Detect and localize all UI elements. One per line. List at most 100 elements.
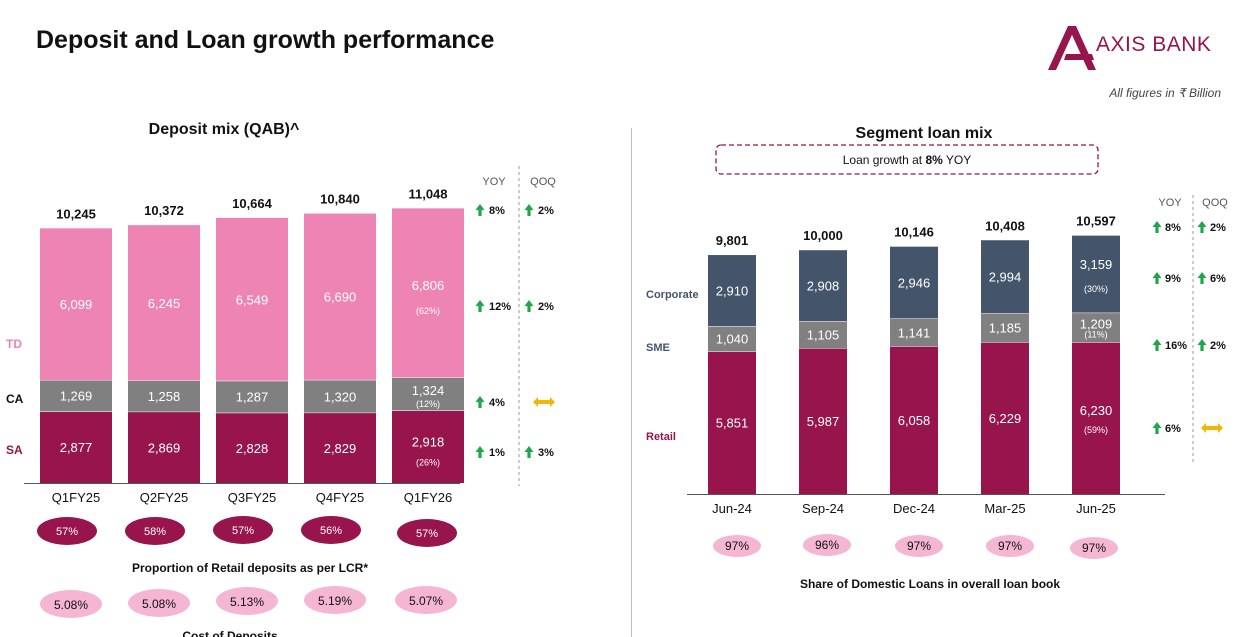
figures-note: All figures in ₹ Billion	[1109, 86, 1221, 100]
bar-segment-sme	[981, 313, 1029, 343]
yoy-up-arrow-icon	[475, 204, 485, 216]
total-label: 11,048	[408, 186, 447, 201]
bar-segment-sme	[708, 325, 756, 352]
cost-of-deposits-value: 5.19%	[318, 594, 352, 608]
series-label-sa: SA	[6, 443, 23, 457]
qoq-up-arrow-icon	[524, 446, 534, 458]
bar-segment-ca	[304, 379, 376, 413]
data-label: 3,159	[1080, 257, 1113, 272]
retail-share-pill	[301, 516, 361, 544]
bar-segment-ca	[216, 380, 288, 413]
data-label: 5,987	[807, 414, 840, 429]
total-label: 9,801	[716, 233, 749, 248]
domestic-share-pill	[803, 534, 851, 556]
cost-of-deposits-label: Cost of Deposits	[182, 629, 278, 637]
bar-segment-retail	[799, 348, 847, 494]
data-label: 1,185	[989, 321, 1022, 336]
series-label-td: TD	[6, 337, 22, 351]
data-label: 6,229	[989, 411, 1022, 426]
cost-of-deposits-value: 5.13%	[230, 595, 264, 609]
chart-title: Deposit mix (QAB)^	[149, 121, 300, 138]
data-label: 2,869	[148, 440, 181, 455]
data-label: 6,099	[60, 297, 93, 312]
data-label: 2,918	[412, 435, 445, 450]
bar-segment-retail	[1072, 342, 1120, 494]
total-label: 10,245	[56, 206, 96, 221]
x-tick-label: Jun-24	[712, 501, 752, 516]
data-label: 1,040	[716, 332, 749, 347]
qoq-value: 6%	[1210, 273, 1226, 285]
bar-segment-corporate	[708, 255, 756, 326]
bar-segment-sa	[40, 411, 112, 483]
data-label: 2,877	[60, 440, 93, 455]
qoq-header: QOQ	[530, 176, 556, 188]
cost-of-deposits-pill	[40, 590, 102, 618]
yoy-up-arrow-icon	[1152, 221, 1162, 233]
yoy-up-arrow-icon	[1152, 422, 1162, 434]
bar-segment-sme	[890, 318, 938, 347]
x-tick-label: Q3FY25	[228, 490, 276, 505]
total-label: 10,146	[894, 225, 934, 240]
subtitle-part: YOY	[943, 153, 971, 167]
cost-of-deposits-pill	[395, 586, 457, 614]
retail-share-value: 57%	[416, 528, 438, 540]
share-label: (12%)	[416, 399, 440, 409]
bar-segment-sme	[1072, 312, 1120, 343]
data-label: 6,058	[898, 413, 931, 428]
data-label: 1,209	[1080, 316, 1113, 331]
yoy-up-arrow-icon	[1152, 339, 1162, 351]
bar-segment-sme	[799, 321, 847, 349]
data-label: 6,230	[1080, 403, 1113, 418]
total-label: 10,664	[232, 196, 273, 211]
yoy-value: 16%	[1165, 340, 1187, 352]
bar-segment-corporate	[799, 250, 847, 322]
qoq-flat-arrow-icon	[1201, 423, 1223, 433]
data-label: 2,946	[898, 276, 931, 291]
brand-name: AXIS BANK	[1096, 33, 1212, 56]
data-label: 2,908	[807, 279, 840, 294]
retail-share-pill	[213, 516, 273, 544]
x-tick-label: Q1FY25	[52, 490, 100, 505]
share-label: (62%)	[416, 306, 440, 316]
retail-share-label: Proportion of Retail deposits as per LCR…	[132, 561, 368, 575]
qoq-flat-arrow-icon	[533, 397, 555, 407]
yoy-header: YOY	[1158, 197, 1182, 209]
bar-segment-ca	[40, 379, 112, 412]
x-tick-label: Q2FY25	[140, 490, 188, 505]
domestic-share-pill	[986, 535, 1034, 557]
data-label: 2,994	[989, 270, 1022, 285]
domestic-share-value: 96%	[815, 538, 839, 552]
chart-subtitle: Loan growth at 8% YOY	[843, 153, 972, 167]
x-tick-label: Jun-25	[1076, 501, 1116, 516]
bar-segment-ca	[392, 377, 464, 411]
retail-share-pill	[37, 517, 97, 545]
data-label: 2,828	[236, 441, 269, 456]
bar-segment-td	[128, 225, 200, 381]
yoy-value: 8%	[489, 205, 505, 217]
data-label: 2,910	[716, 284, 749, 299]
subtitle-part: Loan growth at	[843, 153, 926, 167]
bar-segment-ca	[128, 380, 200, 412]
qoq-up-arrow-icon	[1197, 221, 1207, 233]
domestic-share-value: 97%	[1082, 541, 1106, 555]
yoy-up-arrow-icon	[475, 396, 485, 408]
yoy-value: 4%	[489, 397, 505, 409]
data-label: 6,806	[412, 278, 445, 293]
total-label: 10,000	[803, 228, 843, 243]
data-label: 6,245	[148, 296, 181, 311]
cost-of-deposits-pill	[216, 587, 278, 615]
qoq-value: 2%	[538, 301, 554, 313]
data-label: 1,105	[807, 328, 840, 343]
series-label-ca: CA	[6, 392, 24, 406]
bar-segment-sa	[128, 411, 200, 483]
domestic-share-label: Share of Domestic Loans in overall loan …	[800, 577, 1060, 591]
data-label: 1,269	[60, 389, 93, 404]
domestic-share-value: 97%	[998, 539, 1022, 553]
data-label: 1,320	[324, 389, 357, 404]
bar-segment-td	[40, 228, 112, 380]
cost-of-deposits-pill	[304, 586, 366, 614]
retail-share-value: 56%	[320, 525, 342, 537]
share-label: (26%)	[416, 458, 440, 468]
chart-title: Segment loan mix	[856, 125, 993, 142]
